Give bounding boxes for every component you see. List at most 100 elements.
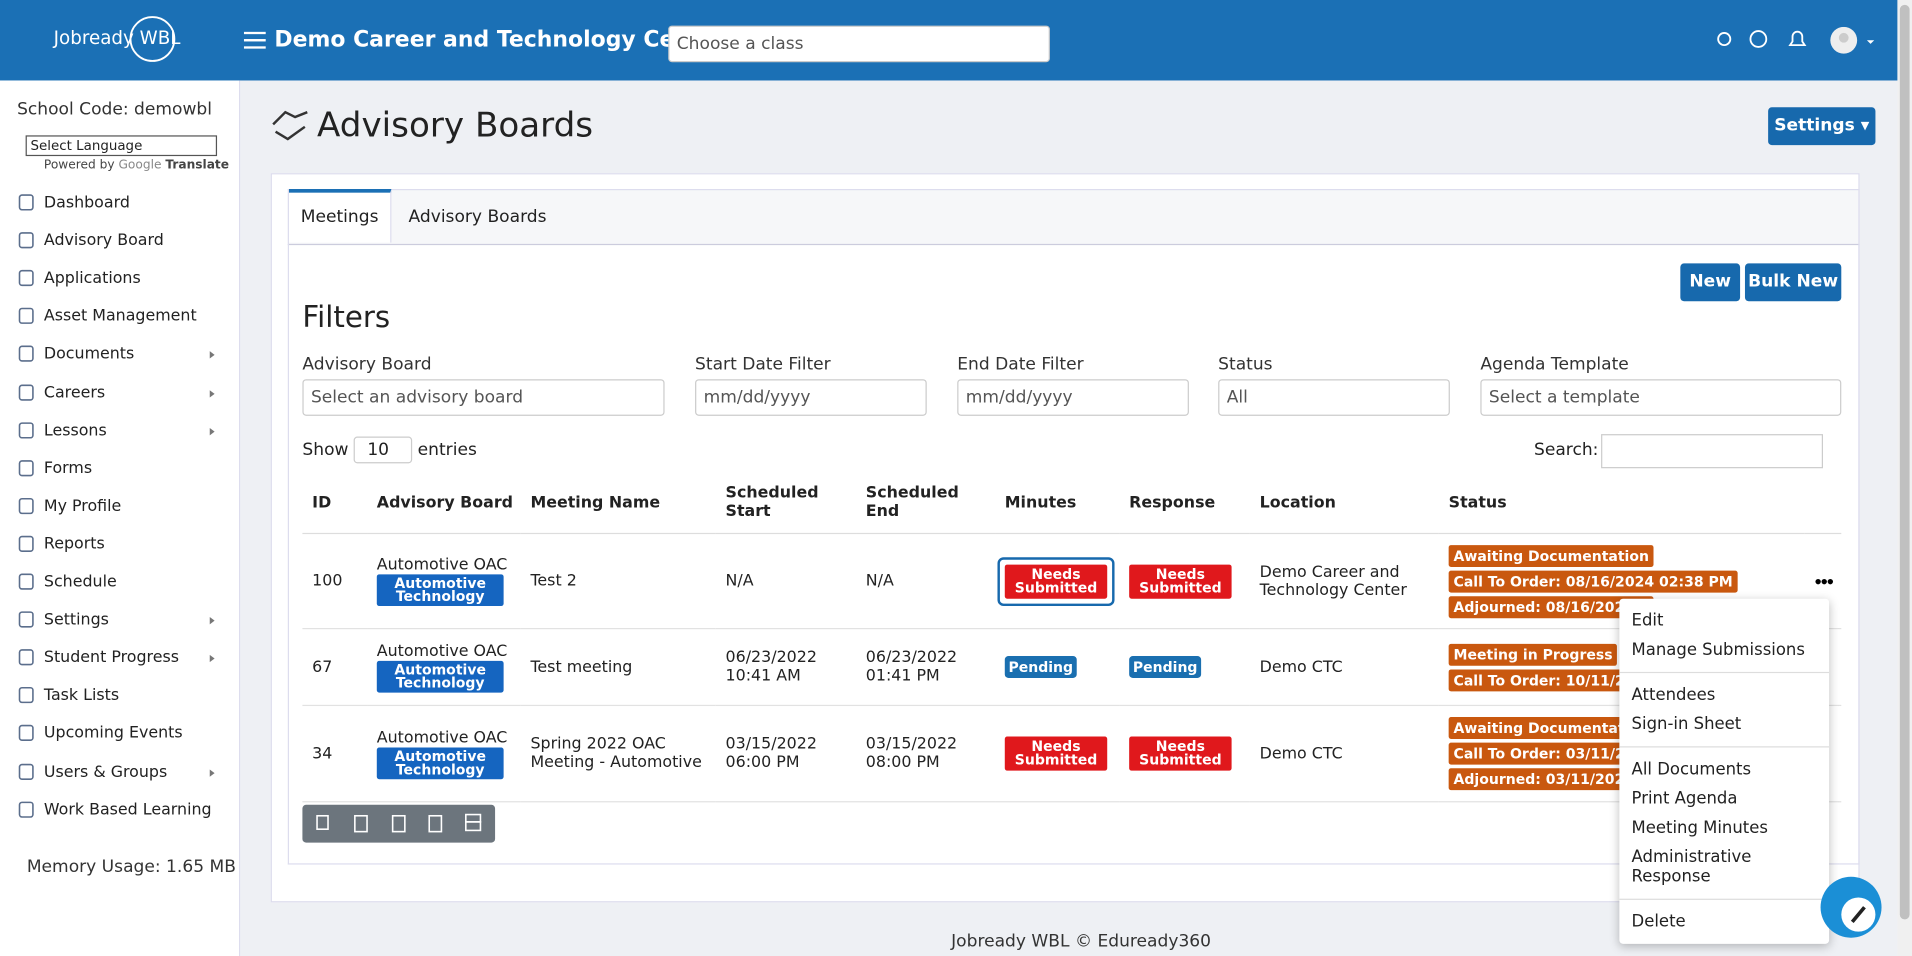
menu-divider <box>1619 746 1830 748</box>
column-header[interactable]: ID <box>302 471 368 535</box>
tab-panel <box>287 243 1860 865</box>
header-icons[interactable] <box>1712 26 1883 56</box>
nav-item[interactable]: Asset Management <box>17 308 197 326</box>
board-tag: Automotive Technology <box>376 574 504 607</box>
filters-title: Filters <box>302 299 391 335</box>
board-tag: Automotive Technology <box>376 746 504 779</box>
status-badge: Adjourned: 08/16/2024 0 <box>1448 595 1654 618</box>
meeting-cell: Spring 2022 OAC Meeting - Automotive <box>520 705 716 803</box>
settings-button[interactable]: Settings ▾ <box>1768 107 1876 146</box>
nav-label: Lessons <box>43 421 107 440</box>
menu-item[interactable]: Manage Submissions <box>1631 640 1805 660</box>
response-badge[interactable]: Needs Submitted <box>1129 736 1232 771</box>
column-header[interactable]: Location <box>1249 471 1439 535</box>
menu-item[interactable]: Administrative Response <box>1631 847 1752 887</box>
nav-item[interactable]: My Profile <box>17 497 121 516</box>
nav-item[interactable]: Schedule <box>17 573 117 591</box>
nav-icon <box>18 459 34 476</box>
tab-active[interactable]: Meetings <box>288 189 392 243</box>
filter-input[interactable]: mm/dd/yyyy <box>695 379 927 416</box>
nav-label: Student Progress <box>43 648 180 668</box>
response-badge[interactable]: Needs Submitted <box>1129 563 1232 599</box>
table-row: 34 Automotive OAC Automotive Technology Spr… <box>302 705 1842 803</box>
nav-item[interactable]: Dashboard <box>17 194 130 212</box>
menu-item[interactable]: All Documents <box>1631 759 1752 780</box>
nav-item[interactable]: Applications <box>17 270 141 288</box>
nav-label: Reports <box>43 535 105 554</box>
nav-label: Documents <box>43 345 135 364</box>
focus-ring: Needs Submitted <box>997 556 1115 606</box>
minutes-badge[interactable]: Pending <box>1004 656 1077 678</box>
tab[interactable]: Advisory Boards <box>408 207 547 227</box>
filter-input[interactable]: Select an advisory board <box>302 379 665 416</box>
filter-label: Start Date Filter <box>695 354 831 375</box>
length-control: Show 10 entries <box>302 436 477 464</box>
export-buttons[interactable] <box>302 804 496 843</box>
nav-item[interactable]: Student Progress <box>17 649 179 667</box>
response-badge[interactable]: Pending <box>1129 656 1202 678</box>
menu-item[interactable]: Delete <box>1631 912 1686 932</box>
powered-by: Powered by Google Translate <box>44 159 229 172</box>
filter-label: Advisory Board <box>302 354 432 375</box>
google: Google <box>118 158 162 172</box>
start-cell: 06/23/2022 10:41 AM <box>715 628 857 707</box>
menu-item[interactable]: Sign-in Sheet <box>1631 714 1742 735</box>
column-header[interactable]: Scheduled Start <box>715 471 857 535</box>
nav-item[interactable]: Reports <box>17 535 105 553</box>
id-cell: 100 <box>302 533 368 630</box>
entries-select[interactable]: 10 <box>353 436 413 464</box>
school-name: Demo Career and Technology Center <box>274 26 727 53</box>
column-header[interactable]: Advisory Board <box>367 471 521 535</box>
nav-item[interactable]: Forms <box>17 459 92 478</box>
menu-divider <box>1619 898 1830 900</box>
chat-button[interactable] <box>1819 876 1882 939</box>
menu-item[interactable]: Print Agenda <box>1631 788 1738 809</box>
column-header[interactable]: Status <box>1438 471 1805 535</box>
nav-item[interactable]: Settings <box>17 611 109 629</box>
status-badge: Call To Order: 08/16/2024 02:38 PM <box>1448 570 1738 593</box>
filter-input[interactable]: mm/dd/yyyy <box>957 379 1189 416</box>
minutes-badge[interactable]: Needs Submitted <box>1004 736 1108 771</box>
column-label: Meeting Name <box>530 493 661 512</box>
column-header[interactable]: Scheduled End <box>856 471 996 535</box>
menu-item[interactable]: Edit <box>1631 610 1664 631</box>
bulk-new-button[interactable]: Bulk New <box>1744 263 1842 302</box>
column-header[interactable]: Meeting Name <box>520 471 716 535</box>
search-input[interactable] <box>1601 434 1824 469</box>
end-cell: 03/15/2022 08:00 PM <box>856 705 996 803</box>
filter-label: End Date Filter <box>957 354 1084 375</box>
nav-item[interactable]: Lessons <box>17 421 107 440</box>
date-line: 06:00 PM <box>725 753 800 772</box>
submenu-arrow <box>209 427 215 435</box>
nav-item[interactable]: Careers <box>17 384 105 402</box>
brand: Jobready WBL <box>53 26 181 49</box>
nav-item[interactable]: Task Lists <box>17 687 119 705</box>
location-cell: Demo CTC <box>1249 628 1439 707</box>
menu-toggle[interactable] <box>243 31 266 49</box>
menu-item[interactable]: Attendees <box>1631 685 1716 705</box>
language-select[interactable]: Select Language <box>25 135 218 157</box>
tab-bar: Meetings Advisory Boards <box>287 189 1860 246</box>
minutes-badge[interactable]: Needs Submitted <box>1004 563 1108 599</box>
nav-item[interactable]: Advisory Board <box>17 232 164 250</box>
actions-toggle[interactable] <box>1814 578 1834 585</box>
nav-item[interactable]: Users & Groups <box>17 763 167 781</box>
menu-item[interactable]: Meeting Minutes <box>1631 818 1768 838</box>
nav-item[interactable]: Documents <box>17 346 134 364</box>
column-header[interactable]: Minutes <box>995 471 1120 535</box>
filter-input[interactable]: Select a template <box>1480 379 1842 416</box>
column-header[interactable]: Response <box>1119 471 1250 535</box>
end-cell: 06/23/2022 01:41 PM <box>856 628 996 707</box>
nav-item[interactable]: Upcoming Events <box>17 725 183 743</box>
nav-item[interactable]: Work Based Learning <box>17 801 212 819</box>
minutes-cell: Pending <box>995 628 1120 707</box>
new-button[interactable]: New <box>1680 263 1741 302</box>
class-select[interactable]: Choose a class <box>668 25 1050 63</box>
school-code: School Code: demowbl <box>17 99 213 120</box>
meeting-cell: Test 2 <box>520 533 716 630</box>
nav-icon <box>18 345 34 363</box>
column-label: Minutes <box>1004 493 1077 512</box>
column-label: ID <box>312 493 332 512</box>
filter-input[interactable]: All <box>1218 379 1450 416</box>
